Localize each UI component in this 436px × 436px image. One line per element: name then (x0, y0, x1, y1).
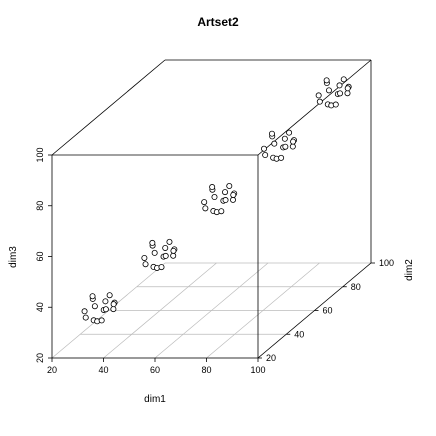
point (278, 154, 285, 161)
point (262, 152, 269, 159)
point (271, 140, 278, 147)
z-tick-label: 60 (35, 251, 45, 261)
y-tick-label: 80 (351, 282, 361, 292)
point (81, 308, 88, 315)
point (158, 264, 165, 271)
point (211, 194, 218, 201)
box-edge (51, 59, 166, 156)
point (332, 101, 339, 108)
point (290, 138, 297, 145)
point (201, 199, 208, 206)
point (98, 317, 105, 324)
point (110, 301, 117, 308)
chart-title: Artset2 (197, 15, 239, 29)
point (102, 306, 109, 313)
point (102, 298, 109, 305)
z-tick-label: 40 (35, 302, 45, 312)
point (230, 196, 237, 203)
point (151, 249, 158, 256)
point (260, 145, 267, 152)
x-tick-label: 40 (98, 365, 108, 375)
point (282, 143, 289, 150)
point (91, 303, 98, 310)
point (268, 130, 275, 137)
point (202, 205, 209, 212)
z-tick-label: 20 (35, 353, 45, 363)
point (323, 77, 330, 84)
point (110, 306, 117, 313)
point (344, 90, 351, 97)
point (337, 90, 344, 97)
point (344, 85, 351, 92)
point (316, 98, 323, 105)
point (340, 76, 347, 83)
point (222, 197, 229, 204)
point (286, 129, 293, 136)
point (209, 184, 216, 191)
box-edge (257, 59, 372, 156)
y-tick-label: 40 (294, 329, 304, 339)
point (149, 239, 156, 246)
point (281, 135, 288, 142)
point (142, 261, 149, 268)
point (82, 314, 89, 321)
x-tick-label: 20 (47, 365, 57, 375)
point (162, 244, 169, 251)
point (289, 143, 296, 150)
point (162, 252, 169, 259)
point (226, 182, 233, 189)
point (218, 208, 225, 215)
point (89, 293, 96, 300)
x-axis-label: dim1 (144, 394, 166, 405)
x-tick-label: 60 (150, 365, 160, 375)
y-tick-label: 20 (266, 353, 276, 363)
z-tick-label: 80 (35, 201, 45, 211)
point (336, 82, 343, 89)
point (170, 247, 177, 254)
y-tick-label: 60 (323, 306, 333, 316)
x-tick-label: 80 (201, 365, 211, 375)
z-axis-label: dim3 (8, 246, 19, 268)
point (315, 92, 322, 99)
point (170, 252, 177, 259)
x-tick-label: 100 (250, 365, 265, 375)
point (222, 189, 229, 196)
point (141, 254, 148, 261)
y-axis-label: dim2 (404, 259, 415, 281)
point (106, 292, 113, 299)
point (230, 191, 237, 198)
point (325, 87, 332, 94)
y-tick-label: 100 (379, 258, 394, 268)
point (166, 238, 173, 245)
z-tick-label: 100 (35, 147, 45, 162)
